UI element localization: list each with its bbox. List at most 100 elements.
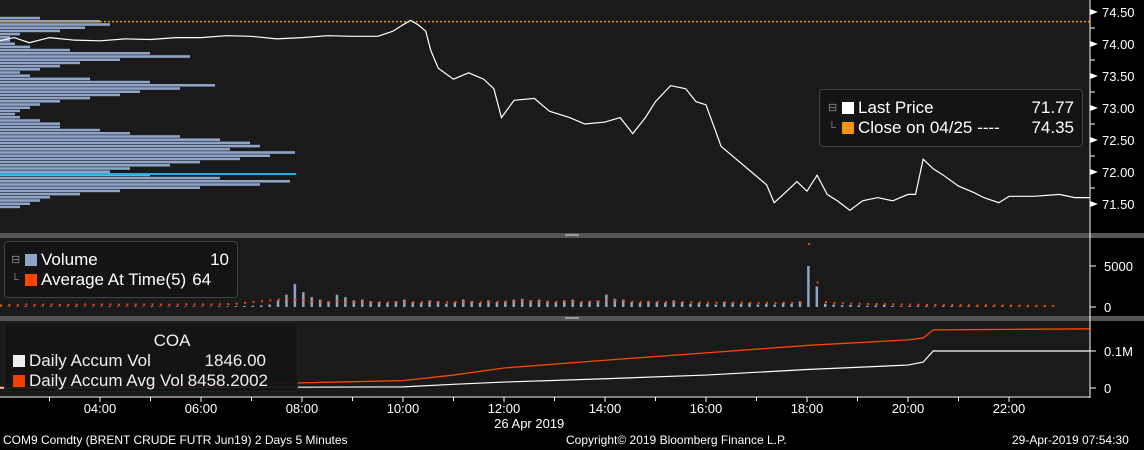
volume-profile-bar (0, 138, 220, 141)
accum-avg-swatch (13, 375, 25, 387)
volume-profile-bar (0, 154, 270, 157)
volume-bar (487, 300, 490, 307)
volume-profile-bar (0, 87, 180, 90)
volume-bar (722, 302, 726, 307)
avg-dot (799, 301, 802, 304)
volume-bar (765, 303, 768, 307)
avg-dot (151, 303, 154, 306)
avg-dot (294, 298, 297, 301)
avg-dot (766, 301, 769, 304)
avg-dot (808, 242, 811, 245)
volume-bar (605, 294, 608, 307)
avg-dot (538, 300, 541, 303)
volume-profile-bar (0, 23, 110, 26)
accum-title: COA (153, 331, 191, 350)
volume-profile-bar (0, 52, 150, 55)
accum-vol-value: 1846.00 (204, 351, 266, 370)
avg-dot (429, 300, 432, 303)
volume-bar (823, 303, 827, 307)
volume-bar (916, 305, 920, 307)
avg-dot (909, 303, 912, 306)
volume-bar (377, 302, 381, 307)
avg-dot (774, 302, 777, 305)
volume-bar (849, 304, 852, 307)
avg-dot (353, 301, 356, 304)
collapse-icon[interactable]: ⊟ (828, 102, 838, 114)
avg-dot (496, 300, 499, 303)
volume-bar (891, 305, 894, 307)
avg-dot (505, 300, 508, 303)
avg-dot (227, 303, 230, 306)
volume-bar (1000, 306, 1004, 307)
collapse-icon[interactable]: ⊟ (11, 254, 21, 266)
accum-vol-label: Daily Accum Vol (29, 351, 151, 370)
volume-bar (108, 306, 111, 307)
volume-bar (781, 302, 785, 307)
volume-bar (756, 304, 760, 307)
volume-profile-bar (0, 74, 30, 77)
volume-bar (478, 302, 482, 307)
accum-avg-label: Daily Accum Avg Vol (29, 371, 184, 390)
avg-dot (1001, 304, 1004, 307)
avg-dot (824, 301, 827, 304)
avg-dot (631, 300, 634, 303)
volume-bar (899, 306, 903, 307)
volume-bar (495, 302, 499, 307)
avg-dot (867, 302, 870, 305)
volume-profile-bar (0, 32, 20, 36)
volume-profile-bar (0, 116, 20, 119)
accum-tick-label: 0.1M (1104, 344, 1133, 359)
tick-marker (1090, 41, 1098, 47)
volume-profile-bar (0, 164, 170, 167)
copyright: Copyright© 2019 Bloomberg Finance L.P. (566, 433, 787, 447)
avg-dot (8, 303, 11, 306)
tick-marker (1090, 9, 1098, 15)
avg-dot (1027, 304, 1030, 307)
avg-dot (521, 299, 524, 302)
volume-profile-bar (0, 122, 60, 125)
volume-bar (613, 298, 617, 307)
volume-profile-bar (0, 196, 50, 199)
volume-bar (992, 306, 995, 307)
volume-bar (546, 301, 549, 307)
x-tick-label: 18:00 (791, 401, 824, 416)
avg-dot (833, 301, 836, 304)
volume-label: Volume (41, 250, 98, 269)
volume-swatch (25, 254, 37, 266)
avg-dot (336, 300, 339, 303)
accum-legend: COA Daily Accum Vol 1846.00 Daily Accum A… (4, 322, 298, 392)
volume-profile-bar (0, 93, 120, 97)
accum-tick-label: 0 (1104, 381, 1111, 396)
volume-profile-bar (0, 128, 100, 132)
volume-profile-bar (0, 80, 150, 84)
volume-bar (790, 303, 793, 307)
avg-dot (858, 302, 861, 305)
volume-bar (461, 299, 465, 307)
price-tick-label: 72.00 (1102, 165, 1135, 180)
volume-bar (621, 299, 625, 307)
volume-bar (285, 294, 288, 307)
volume-bar (840, 305, 844, 307)
price-tick-label: 73.00 (1102, 101, 1135, 116)
volume-profile-bar (0, 64, 60, 68)
volume-profile-bar (0, 112, 15, 116)
volume-profile-bar (0, 96, 90, 100)
resize-handle (565, 234, 579, 236)
price-tick-label: 73.50 (1102, 69, 1135, 84)
volume-bar (360, 299, 364, 307)
volume-bar (832, 304, 835, 307)
avg-dot (404, 300, 407, 303)
volume-bar (714, 304, 718, 307)
avg-dot (791, 301, 794, 304)
volume-profile-bar (0, 135, 180, 138)
avg-dot (303, 299, 306, 302)
x-tick-label: 06:00 (185, 401, 218, 416)
volume-bar (403, 299, 406, 307)
x-tick-label: 10:00 (387, 401, 420, 416)
avg-dot (530, 300, 533, 303)
avg-dot (235, 302, 238, 305)
volume-bar (908, 306, 911, 307)
volume-profile-bar (0, 77, 90, 81)
avg-dot (883, 303, 886, 306)
volume-bar (520, 298, 524, 307)
